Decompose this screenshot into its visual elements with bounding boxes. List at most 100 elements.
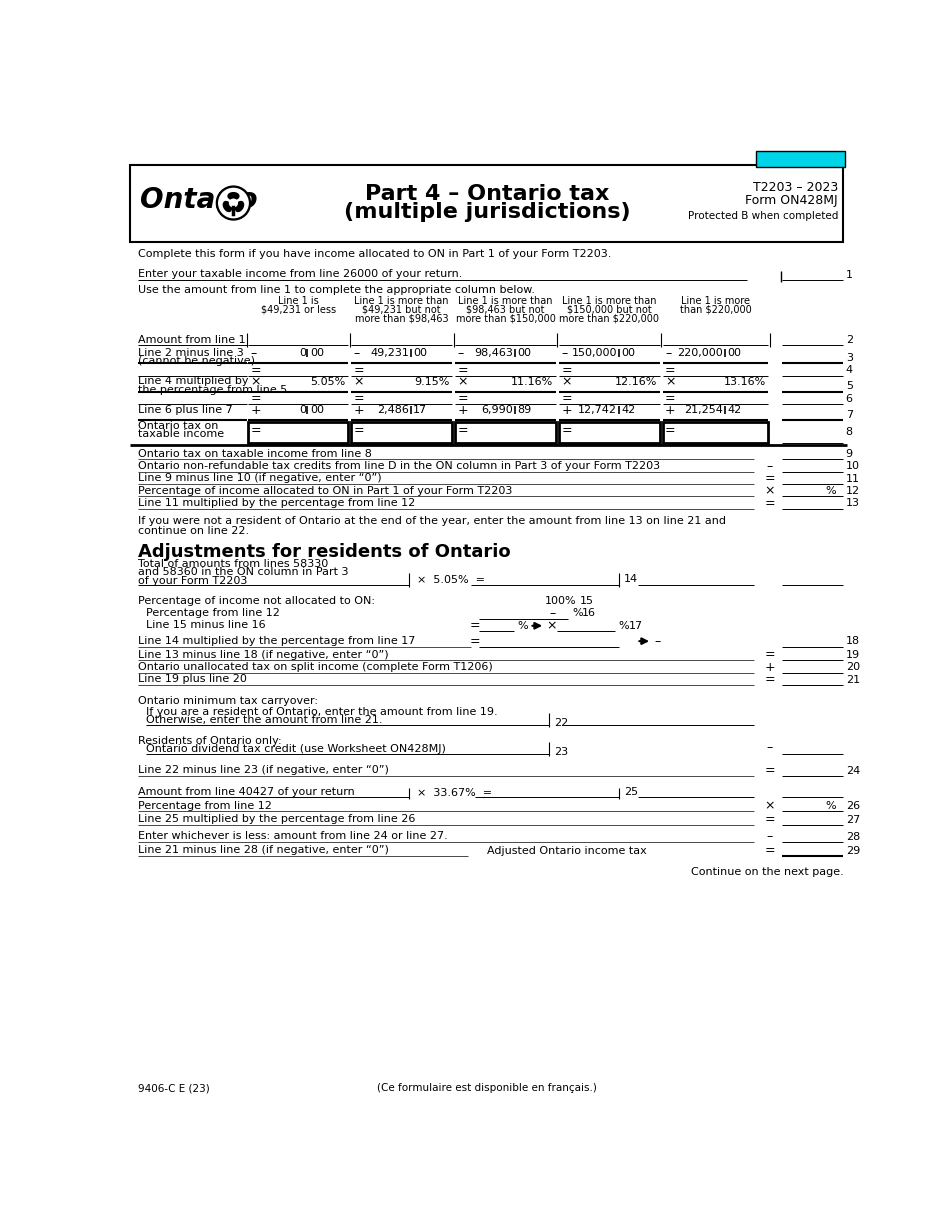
Text: Part 4 – Ontario tax: Part 4 – Ontario tax	[365, 183, 609, 204]
Text: =: =	[765, 764, 775, 777]
Text: 150,000: 150,000	[572, 348, 618, 358]
Text: 00: 00	[310, 405, 324, 416]
Bar	[248, 422, 348, 443]
Text: –: –	[561, 347, 567, 359]
Text: Amount from line 1: Amount from line 1	[138, 335, 246, 344]
Circle shape	[230, 199, 238, 207]
Text: 20: 20	[846, 662, 860, 673]
Text: +: +	[353, 403, 364, 417]
Text: 26: 26	[846, 801, 860, 811]
Text: If you are a resident of Ontario, enter the amount from line 19.: If you are a resident of Ontario, enter …	[146, 706, 498, 717]
Circle shape	[218, 188, 248, 218]
Text: 3: 3	[846, 353, 853, 363]
Text: Form ON428MJ: Form ON428MJ	[746, 194, 838, 207]
Text: Line 6 plus line 7: Line 6 plus line 7	[138, 405, 233, 415]
Text: –: –	[767, 460, 773, 472]
Text: =: =	[470, 635, 481, 648]
Text: 00: 00	[621, 348, 635, 358]
Text: 27: 27	[846, 814, 860, 825]
Text: 4: 4	[846, 365, 853, 375]
Text: 11: 11	[846, 474, 860, 483]
Text: 7: 7	[846, 410, 853, 419]
Text: ×: ×	[665, 375, 675, 389]
Text: 6: 6	[846, 394, 853, 403]
Text: 0: 0	[299, 405, 306, 416]
Text: taxable income: taxable income	[138, 429, 224, 439]
Text: ×: ×	[546, 619, 557, 632]
Text: –: –	[767, 740, 773, 754]
Text: 49,231: 49,231	[370, 348, 409, 358]
Text: 8: 8	[846, 428, 853, 438]
Text: 28: 28	[846, 831, 860, 841]
Text: Line 1 is: Line 1 is	[277, 296, 318, 306]
Text: 21: 21	[846, 675, 860, 685]
Text: –: –	[767, 830, 773, 844]
Text: =: =	[561, 392, 572, 405]
Text: 5.05%: 5.05%	[311, 376, 346, 386]
Text: +: +	[561, 403, 572, 417]
Text: =: =	[251, 364, 261, 376]
Text: 00: 00	[310, 348, 324, 358]
Text: %: %	[826, 801, 836, 811]
Text: =: =	[458, 392, 468, 405]
Text: 21,254: 21,254	[684, 405, 723, 416]
Text: ×  33.67%  =: × 33.67% =	[417, 788, 492, 798]
Text: 17: 17	[629, 621, 643, 631]
Text: 29: 29	[846, 845, 860, 856]
Text: Amount from line 40427 of your return: Amount from line 40427 of your return	[138, 787, 355, 797]
Text: –: –	[251, 347, 256, 359]
Text: 00: 00	[727, 348, 741, 358]
Text: 12,742: 12,742	[578, 405, 618, 416]
Text: –: –	[655, 635, 660, 648]
Text: =: =	[251, 424, 261, 438]
Text: 19: 19	[846, 649, 860, 661]
Text: =: =	[765, 673, 775, 686]
Text: 24: 24	[846, 765, 860, 776]
Text: =: =	[458, 424, 468, 438]
Text: (Ce formulaire est disponible en français.): (Ce formulaire est disponible en françai…	[377, 1084, 597, 1093]
Text: =: =	[765, 472, 775, 485]
Text: 0: 0	[299, 348, 306, 358]
Text: 9.15%: 9.15%	[414, 376, 449, 386]
Text: Ontario tax on: Ontario tax on	[138, 421, 218, 430]
Text: and 58360 in the ON column in Part 3: and 58360 in the ON column in Part 3	[138, 567, 349, 577]
Text: 9: 9	[846, 449, 853, 459]
Text: 6,990: 6,990	[482, 405, 513, 416]
Text: –: –	[458, 347, 464, 359]
Text: 13: 13	[846, 498, 860, 508]
Text: Adjustments for residents of Ontario: Adjustments for residents of Ontario	[138, 544, 511, 561]
Text: 12: 12	[846, 486, 860, 496]
Text: Protected B when completed: Protected B when completed	[688, 210, 838, 220]
Text: =: =	[470, 619, 481, 632]
Text: 15: 15	[580, 597, 594, 606]
Text: 25: 25	[624, 787, 638, 797]
Text: more than $98,463: more than $98,463	[354, 314, 448, 323]
Text: Line 1 is more: Line 1 is more	[681, 296, 750, 306]
Text: ×  5.05%  =: × 5.05% =	[417, 574, 485, 584]
Text: –: –	[665, 347, 672, 359]
Text: Line 13 minus line 18 (if negative, enter “0”): Line 13 minus line 18 (if negative, ente…	[138, 649, 389, 659]
Text: If you were not a resident of Ontario at the end of the year, enter the amount f: If you were not a resident of Ontario at…	[138, 517, 726, 526]
Text: Percentage from line 12: Percentage from line 12	[138, 801, 272, 811]
Text: Line 14 multiplied by the percentage from line 17: Line 14 multiplied by the percentage fro…	[138, 636, 415, 646]
Text: =: =	[665, 392, 675, 405]
Text: +: +	[665, 403, 675, 417]
Text: $98,463 but not: $98,463 but not	[466, 305, 544, 315]
Text: ×: ×	[458, 375, 468, 389]
Text: +: +	[765, 661, 775, 674]
Text: Percentage from line 12: Percentage from line 12	[146, 608, 279, 617]
Text: 42: 42	[727, 405, 741, 416]
Text: Line 1 is more than: Line 1 is more than	[458, 296, 553, 306]
Text: 11.16%: 11.16%	[511, 376, 554, 386]
Text: %: %	[618, 621, 629, 631]
Text: =: =	[665, 424, 675, 438]
Bar	[756, 151, 845, 167]
Text: 9406-C E (23): 9406-C E (23)	[138, 1084, 210, 1093]
Text: %: %	[826, 486, 836, 496]
Text: 100%: 100%	[544, 597, 576, 606]
Text: Ontario tax on taxable income from line 8: Ontario tax on taxable income from line …	[138, 449, 372, 459]
Text: Line 2 minus line 3: Line 2 minus line 3	[138, 348, 244, 358]
Text: 00: 00	[413, 348, 428, 358]
Text: Ontario: Ontario	[141, 186, 258, 214]
Text: 16: 16	[582, 609, 597, 619]
